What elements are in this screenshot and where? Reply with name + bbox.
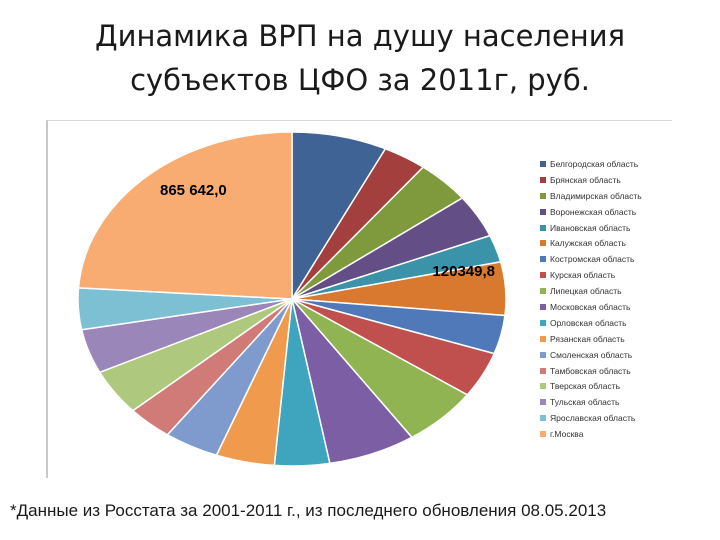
legend-label: Рязанская область <box>550 333 625 344</box>
legend-label: Брянская область <box>550 174 621 185</box>
legend-item: Владимирская область <box>540 188 680 204</box>
legend-swatch <box>540 383 546 390</box>
chart-legend: Белгородская область Брянская область Влад… <box>540 156 680 442</box>
legend-swatch <box>540 192 546 199</box>
data-label-2: 120349,8 <box>432 263 495 280</box>
legend-item: Московская область <box>540 299 680 315</box>
legend-label: Смоленская область <box>550 349 633 360</box>
legend-item: Тамбовская область <box>540 363 680 379</box>
legend-item: Смоленская область <box>540 347 680 363</box>
legend-swatch <box>540 160 546 167</box>
legend-item: Ивановская область <box>540 220 680 236</box>
legend-swatch <box>540 240 546 247</box>
pie-data-labels: 865 642,0 120349,8 <box>160 182 495 280</box>
legend-item: Тульская область <box>540 394 680 410</box>
legend-swatch <box>540 176 546 183</box>
slide-title: Динамика ВРП на душу населения субъектов… <box>40 14 680 102</box>
legend-item: Костромская область <box>540 251 680 267</box>
legend-swatch <box>540 367 546 374</box>
legend-swatch <box>540 351 546 358</box>
legend-item: Белгородская область <box>540 156 680 172</box>
legend-swatch <box>540 256 546 263</box>
legend-swatch <box>540 399 546 406</box>
legend-label: Ивановская область <box>550 222 631 233</box>
legend-swatch <box>540 303 546 310</box>
legend-label: Курская область <box>550 270 616 281</box>
legend-label: Орловская область <box>550 317 627 328</box>
pie-slices <box>77 131 507 467</box>
legend-label: Тверская область <box>550 381 621 392</box>
legend-item: Тверская область <box>540 378 680 394</box>
legend-label: Калужская область <box>550 238 626 249</box>
legend-label: Тамбовская область <box>550 365 631 376</box>
legend-swatch <box>540 335 546 342</box>
legend-label: Ярославская область <box>550 413 636 424</box>
legend-item: Орловская область <box>540 315 680 331</box>
legend-item: Липецкая область <box>540 283 680 299</box>
legend-swatch <box>540 431 546 438</box>
legend-item: Курская область <box>540 267 680 283</box>
legend-item: Рязанская область <box>540 331 680 347</box>
legend-label: Тульская область <box>550 397 620 408</box>
data-label-1: 865 642,0 <box>160 182 227 199</box>
footnote: *Данные из Росстата за 2001-2011 г., из … <box>10 501 607 520</box>
legend-label: Костромская область <box>550 254 635 265</box>
legend-item: г.Москва <box>540 426 680 442</box>
legend-item: Калужская область <box>540 235 680 251</box>
legend-swatch <box>540 319 546 326</box>
legend-label: Владимирская область <box>550 190 642 201</box>
legend-swatch <box>540 272 546 279</box>
legend-item: Брянская область <box>540 172 680 188</box>
legend-swatch <box>540 415 546 422</box>
title-line-1: Динамика ВРП на душу населения <box>94 19 626 53</box>
legend-swatch <box>540 224 546 231</box>
legend-swatch <box>540 288 546 295</box>
title-line-2: субъектов ЦФО за 2011г, руб. <box>130 63 590 97</box>
legend-label: г.Москва <box>550 429 584 440</box>
legend-item: Воронежская область <box>540 204 680 220</box>
pie-slice-18 <box>77 131 293 300</box>
legend-label: Липецкая область <box>550 286 622 297</box>
legend-label: Московская область <box>550 301 631 312</box>
legend-item: Ярославская область <box>540 410 680 426</box>
legend-label: Воронежская область <box>550 206 637 217</box>
legend-swatch <box>540 208 546 215</box>
legend-label: Белгородская область <box>550 158 639 169</box>
